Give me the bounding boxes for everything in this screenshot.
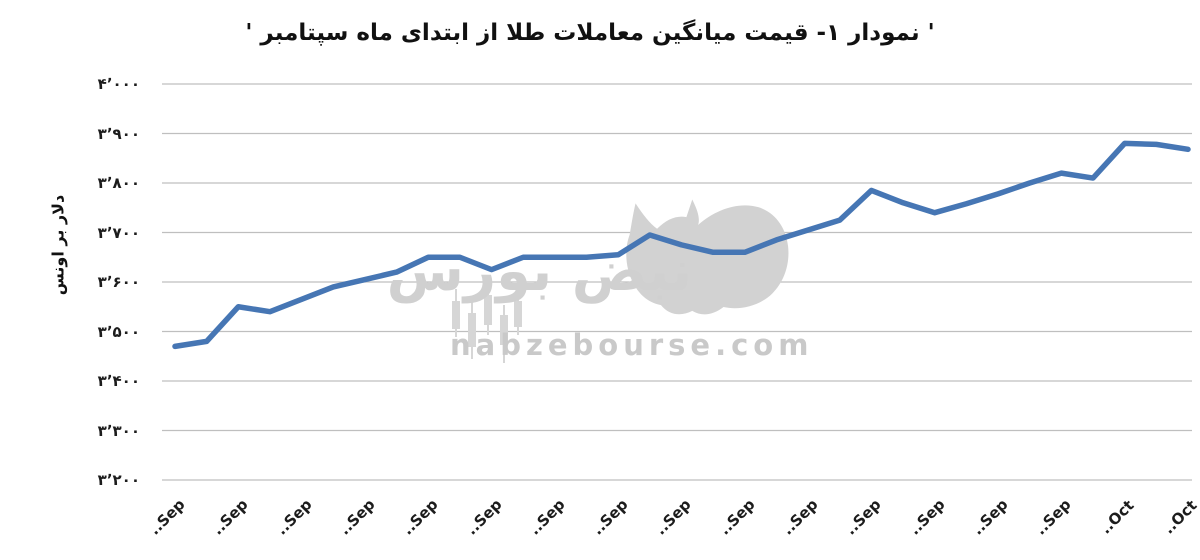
y-tick-label: ۳٬۵۰۰: [97, 322, 140, 341]
y-tick-label: ۳٬۲۰۰: [97, 471, 140, 489]
candlestick-logo-icon: [452, 283, 522, 363]
bull-logo-icon: [626, 199, 789, 315]
y-tick-label: ۳٬۹۰۰: [97, 124, 140, 143]
y-tick-label: ۳٬۷۰۰: [97, 223, 140, 242]
watermark-domain-text: nabzebourse.com: [450, 328, 814, 362]
chart-title: ' نمودار ۱- قیمت میانگین معاملات طلا از …: [245, 20, 935, 46]
y-tick-label: ۴٬۰۰۰: [97, 75, 140, 93]
y-axis-title: دلار بر اونس: [48, 194, 68, 296]
y-tick-label: ۳٬۸۰۰: [97, 174, 140, 192]
y-tick-label: ۳٬۶۰۰: [97, 273, 140, 291]
y-tick-label: ۳٬۴۰۰: [97, 372, 140, 390]
watermark: نبض بورس nabzebourse.com: [386, 195, 814, 370]
gold-price-line: [172, 140, 1191, 350]
y-tick-label: ۳٬۳۰۰: [97, 421, 140, 440]
watermark-brand-text: نبض بورس: [386, 239, 692, 304]
